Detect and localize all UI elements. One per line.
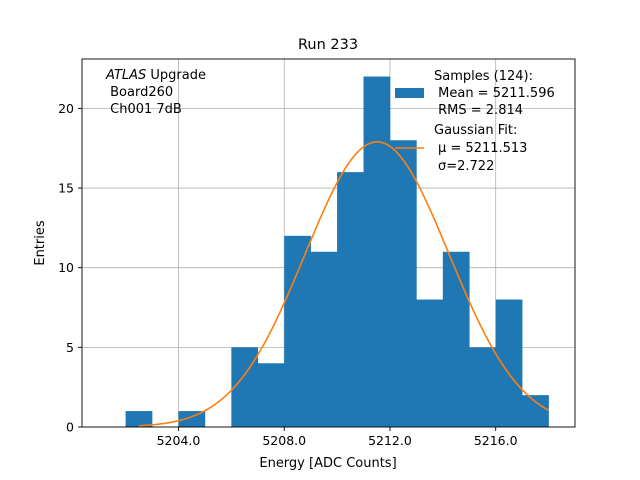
legend-fit-title: Gaussian Fit:: [434, 123, 517, 138]
x-axis-label: Energy [ADC Counts]: [259, 456, 396, 471]
experiment-suffix: Upgrade: [146, 68, 206, 83]
gaussian-fit-curve: [138, 141, 549, 427]
histogram-bar: [337, 172, 364, 427]
y-tick-label: 5: [66, 340, 74, 355]
channel-annotation: Ch001 7dB: [106, 102, 182, 117]
y-tick-label: 0: [66, 420, 74, 435]
y-tick-label: 20: [58, 101, 74, 116]
experiment-annotation: ATLAS Upgrade: [105, 68, 206, 83]
x-tick-label: 5204.0: [157, 433, 201, 448]
histogram-bar: [125, 411, 153, 427]
legend-samples-rms: RMS = 2.814: [434, 103, 523, 118]
legend-samples-mean: Mean = 5211.596: [434, 86, 555, 101]
x-tick-label: 5208.0: [262, 433, 306, 448]
legend-samples-title: Samples (124):: [434, 69, 533, 84]
histogram-bar: [284, 235, 311, 427]
legend: Samples (124): Mean = 5211.596 RMS = 2.8…: [395, 69, 555, 174]
chart-title: Run 233: [298, 37, 358, 53]
ticks-layer: 5204.0 5208.0 5212.0 5216.0 0 5 10 15 20: [58, 101, 518, 448]
histogram-bar: [257, 363, 285, 427]
histogram-bar: [495, 299, 523, 427]
histogram-bar: [178, 411, 206, 427]
histogram-bar: [469, 347, 496, 427]
experiment-name: ATLAS: [105, 68, 146, 83]
y-tick-label: 15: [58, 181, 74, 196]
x-tick-label: 5212.0: [368, 433, 412, 448]
histogram-bar: [416, 299, 444, 427]
plot-frame: [81, 58, 576, 428]
y-axis-label: Entries: [33, 220, 48, 266]
legend-fit-mu: μ = 5211.513: [438, 141, 527, 156]
histogram-bar: [442, 251, 470, 427]
histogram-bars: [125, 76, 549, 428]
y-tick-label: 10: [58, 260, 74, 275]
legend-fit-sigma: σ=2.722: [438, 159, 494, 174]
x-tick-label: 5216.0: [474, 433, 518, 448]
board-annotation: Board260: [106, 85, 173, 100]
histogram-bar: [310, 251, 338, 427]
legend-histogram-swatch: [395, 88, 424, 98]
histogram-bar: [363, 76, 391, 428]
fit-layer: [138, 141, 549, 427]
histogram-bar: [522, 395, 549, 427]
histogram-bar: [389, 140, 417, 427]
